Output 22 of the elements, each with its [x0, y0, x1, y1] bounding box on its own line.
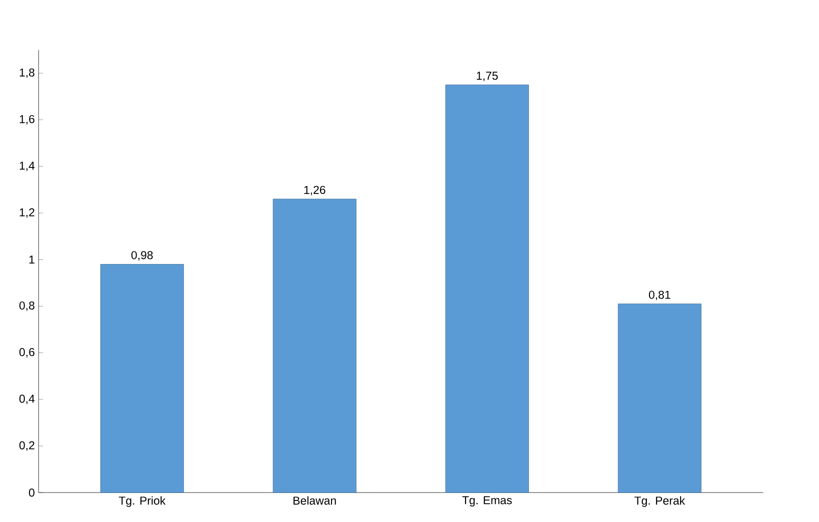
bar — [272, 198, 356, 493]
y-tick-label: 1,2 — [20, 208, 34, 218]
bar — [100, 264, 184, 493]
y-tick-label: 0,6 — [19, 348, 34, 358]
y-tick-label: 0,2 — [19, 441, 34, 451]
bar — [618, 304, 702, 493]
data-label: 0,98 — [131, 250, 153, 260]
y-tick-label: 0 — [28, 488, 34, 497]
x-tick-label: Tg. Priok — [118, 496, 166, 507]
x-tick-label: Tg. Emas — [462, 496, 512, 506]
y-tick-label: 1,6 — [20, 114, 34, 124]
y-tick-label: 1,8 — [20, 68, 34, 78]
y-tick-label: 0,4 — [19, 394, 35, 404]
y-tick-label: 1,4 — [20, 162, 35, 171]
bar — [445, 84, 529, 493]
y-tick-label: 1 — [29, 256, 34, 264]
data-label: 0,81 — [648, 290, 670, 300]
y-tick-label: 0,8 — [19, 301, 34, 311]
data-label: 1,75 — [476, 72, 498, 82]
x-tick-label: Tg. Perak — [634, 496, 686, 507]
data-label: 1,26 — [304, 186, 326, 196]
x-tick-label: Belawan — [294, 496, 336, 505]
